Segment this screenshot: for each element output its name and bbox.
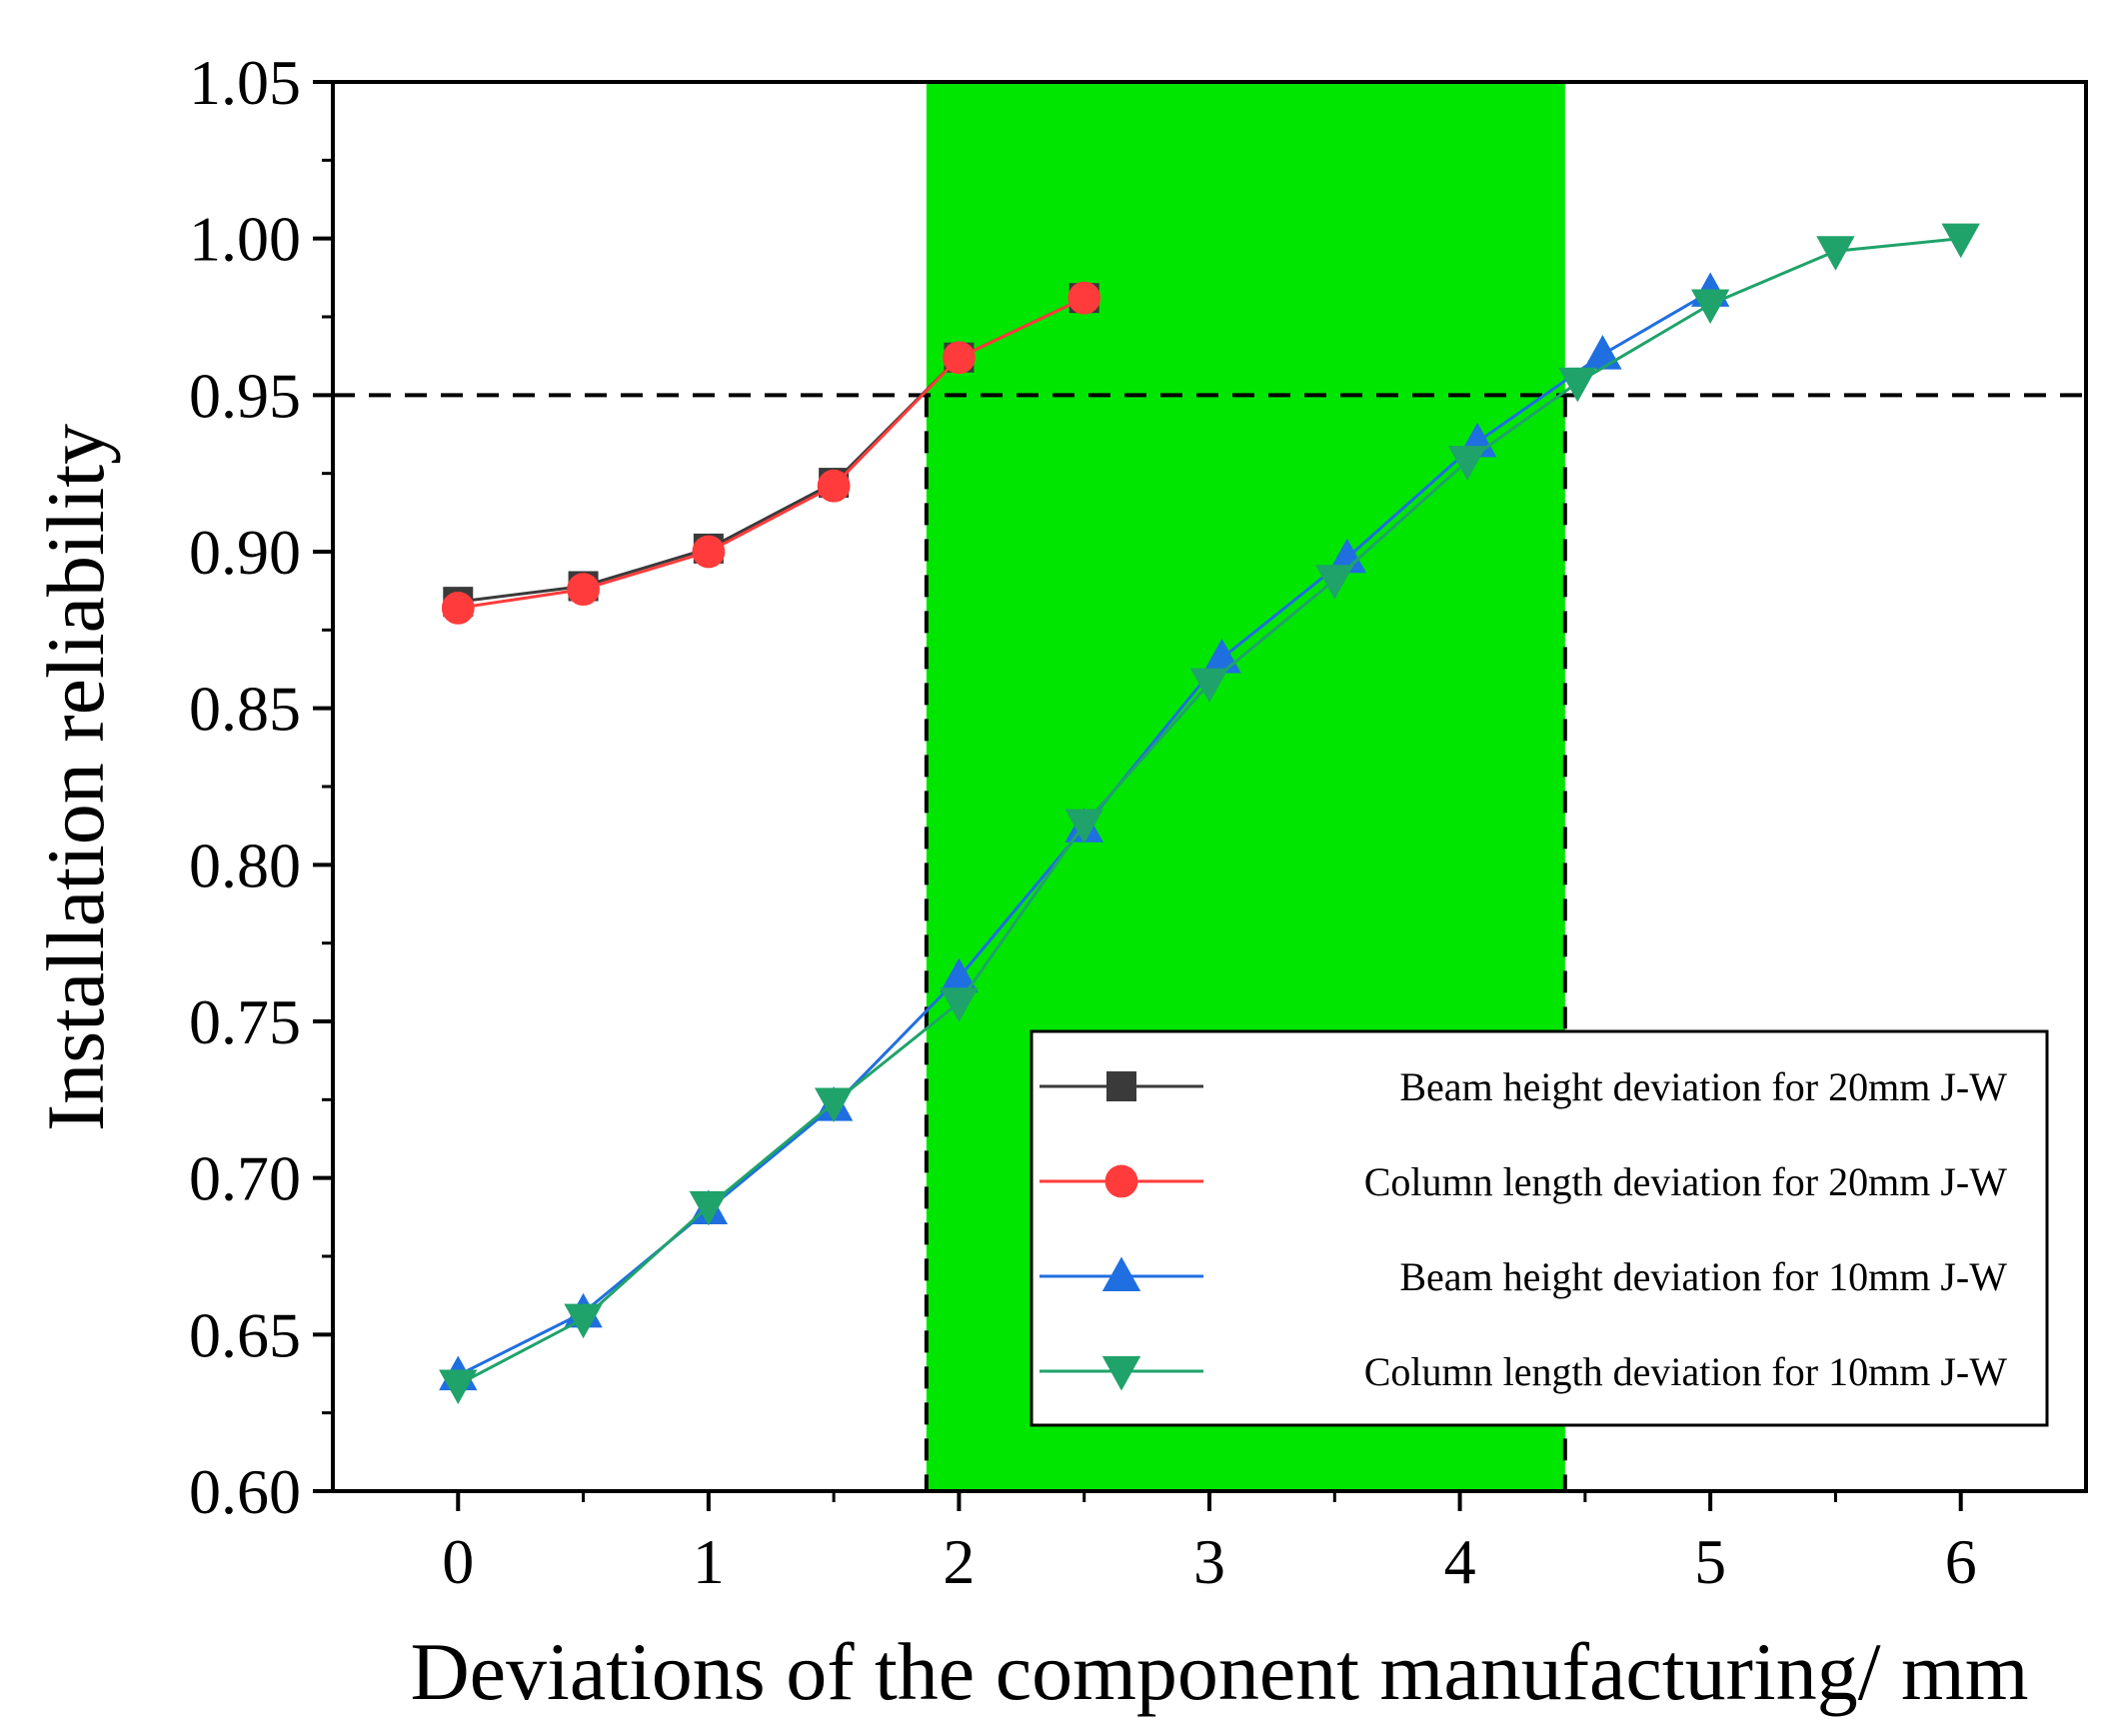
x-axis-title: Deviations of the component manufacturin… [410,1626,2028,1717]
legend: Beam height deviation for 20mm J-W Column… [1030,1029,2049,1427]
data-point-column-10mm-7 [1315,565,1354,600]
data-point-column-10mm-11 [1816,236,1855,271]
y-tick-label-5: 0.85 [189,674,301,745]
data-point-column-10mm-8 [1447,446,1487,481]
legend-marker-column-10mm [1101,1356,1141,1391]
y-tick-label-3: 0.75 [189,986,301,1057]
legend-marker-column-20mm [1104,1164,1138,1198]
data-point-column-20mm-0 [441,592,475,625]
y-tick-label-1: 0.65 [189,1299,301,1370]
data-point-column-10mm-0 [439,1369,478,1405]
legend-marker-beam-10mm [1101,1256,1141,1291]
x-tick-label-6: 6 [1945,1526,1977,1597]
data-point-beam-10mm-9 [1583,335,1622,370]
series-column-10mm [439,223,1980,1405]
x-tick-label-4: 4 [1444,1526,1476,1597]
series-column-20mm [441,281,1101,625]
data-point-column-10mm-10 [1690,289,1730,325]
data-point-column-10mm-5 [1064,809,1103,845]
legend-label-beam-10mm: Beam height deviation for 10mm J-W [1399,1254,2007,1299]
legend-label-beam-20mm: Beam height deviation for 20mm J-W [1399,1064,2007,1109]
data-point-column-20mm-2 [692,535,726,569]
x-tick-label-0: 0 [442,1526,474,1597]
legend-label-column-10mm: Column length deviation for 10mm J-W [1364,1349,2007,1394]
x-tick-label-1: 1 [693,1526,725,1597]
y-tick-label-4: 0.80 [189,830,301,900]
y-tick-label-8: 1.00 [189,204,301,275]
legend-label-column-20mm: Column length deviation for 20mm J-W [1364,1159,2007,1204]
x-tick-label-5: 5 [1694,1526,1726,1597]
data-point-column-10mm-9 [1558,367,1597,403]
data-point-column-10mm-3 [814,1087,854,1123]
data-point-column-10mm-12 [1941,223,1980,259]
data-point-column-10mm-4 [940,987,979,1022]
y-tick-label-7: 0.95 [189,360,301,431]
data-point-column-10mm-6 [1189,668,1229,704]
y-tick-label-9: 1.05 [189,47,301,118]
x-tick-label-3: 3 [1193,1526,1225,1597]
y-axis-title: Installation reliability [30,424,121,1131]
y-tick-label-0: 0.60 [189,1456,301,1527]
y-tick-label-2: 0.70 [189,1143,301,1214]
axes-layer: 0.60 0.65 0.70 0.75 0.80 0.85 0.90 0.95 1.00 1.05… [189,47,2088,1597]
data-point-column-20mm-3 [817,469,851,503]
data-point-column-10mm-1 [564,1303,603,1339]
data-point-column-10mm-2 [689,1190,729,1226]
legend-marker-beam-20mm [1106,1071,1136,1101]
y-tick-label-6: 0.90 [189,517,301,588]
x-tick-label-2: 2 [943,1526,975,1597]
series-layer [439,223,1980,1405]
data-point-column-20mm-5 [1067,281,1101,315]
data-point-column-20mm-4 [943,341,976,375]
data-point-column-20mm-1 [567,573,600,606]
legend-box [1030,1029,2049,1427]
series-line-column-20mm [458,296,1085,610]
